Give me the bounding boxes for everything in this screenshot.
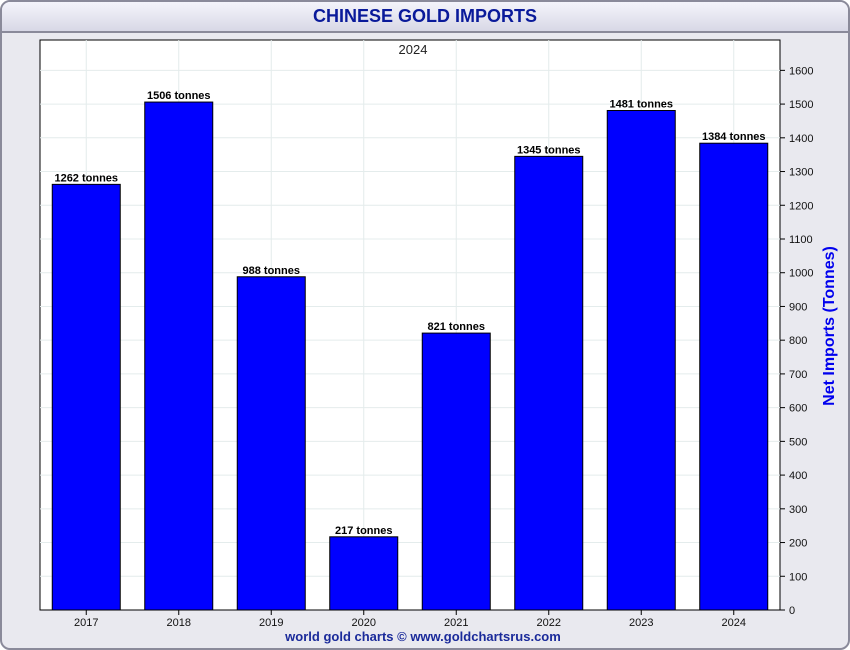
y-tick-label: 1200	[789, 200, 813, 212]
bar-2020	[329, 536, 399, 611]
y-tick-label: 0	[789, 605, 795, 617]
y-tick-label: 1400	[789, 133, 813, 145]
y-tick-label: 500	[789, 436, 807, 448]
y-tick-label: 600	[789, 403, 807, 415]
bar-label-2017: 1262 tonnes	[54, 172, 118, 184]
bar-2017	[51, 183, 121, 611]
bar-label-2020: 217 tonnes	[335, 525, 392, 537]
y-tick-label: 900	[789, 301, 807, 313]
chart-main-title: CHINESE GOLD IMPORTS	[312, 6, 537, 26]
bar-label-2021: 821 tonnes	[428, 321, 485, 333]
x-tick-label-2024: 2024	[722, 617, 746, 629]
x-axis: 2017 2018 2019 2020 2021 2022 2023 2024	[74, 610, 746, 629]
bar-2024	[699, 142, 769, 611]
bar-2023	[606, 109, 676, 611]
y-tick-label: 1300	[789, 167, 813, 179]
y-tick-label: 1600	[789, 65, 813, 77]
x-tick-label-2019: 2019	[259, 617, 283, 629]
y-tick-label: 1500	[789, 99, 813, 111]
chart-subtitle: 2024	[399, 42, 428, 57]
x-tick-label-2021: 2021	[444, 617, 468, 629]
footer-credit: world gold charts © www.goldchartsrus.co…	[285, 629, 561, 644]
bar-value-labels: 1262 tonnes 1506 tonnes 988 tonnes 217 tonn…	[54, 90, 765, 537]
y-axis-title: Net Imports (Tonnes)	[821, 246, 838, 406]
bar-label-2019: 988 tonnes	[243, 265, 300, 277]
y-tick-label: 800	[789, 335, 807, 347]
x-tick-label-2022: 2022	[537, 617, 561, 629]
bar-label-2018: 1506 tonnes	[147, 90, 211, 102]
bar-2022	[514, 155, 584, 611]
y-tick-label: 100	[789, 571, 807, 583]
bar-2018	[144, 101, 214, 611]
y-tick-label: 700	[789, 369, 807, 381]
x-tick-label-2017: 2017	[74, 617, 98, 629]
bars	[51, 101, 769, 611]
y-tick-label: 400	[789, 470, 807, 482]
bar-label-2022: 1345 tonnes	[517, 144, 581, 156]
y-tick-label: 1000	[789, 268, 813, 280]
title-bar: CHINESE GOLD IMPORTS	[2, 2, 848, 33]
x-tick-label-2018: 2018	[167, 617, 191, 629]
bar-2021	[421, 332, 491, 611]
bar-2019	[236, 276, 306, 611]
y-tick-label: 200	[789, 538, 807, 550]
x-tick-label-2023: 2023	[629, 617, 653, 629]
y-axis: 0 100 200 300 400 500 600 700 800 900 1000 1100 1200…	[780, 65, 813, 617]
y-tick-label: 1100	[789, 234, 813, 246]
bar-label-2023: 1481 tonnes	[609, 98, 673, 110]
bar-label-2024: 1384 tonnes	[702, 131, 766, 143]
x-tick-label-2020: 2020	[352, 617, 376, 629]
y-tick-label: 300	[789, 504, 807, 516]
